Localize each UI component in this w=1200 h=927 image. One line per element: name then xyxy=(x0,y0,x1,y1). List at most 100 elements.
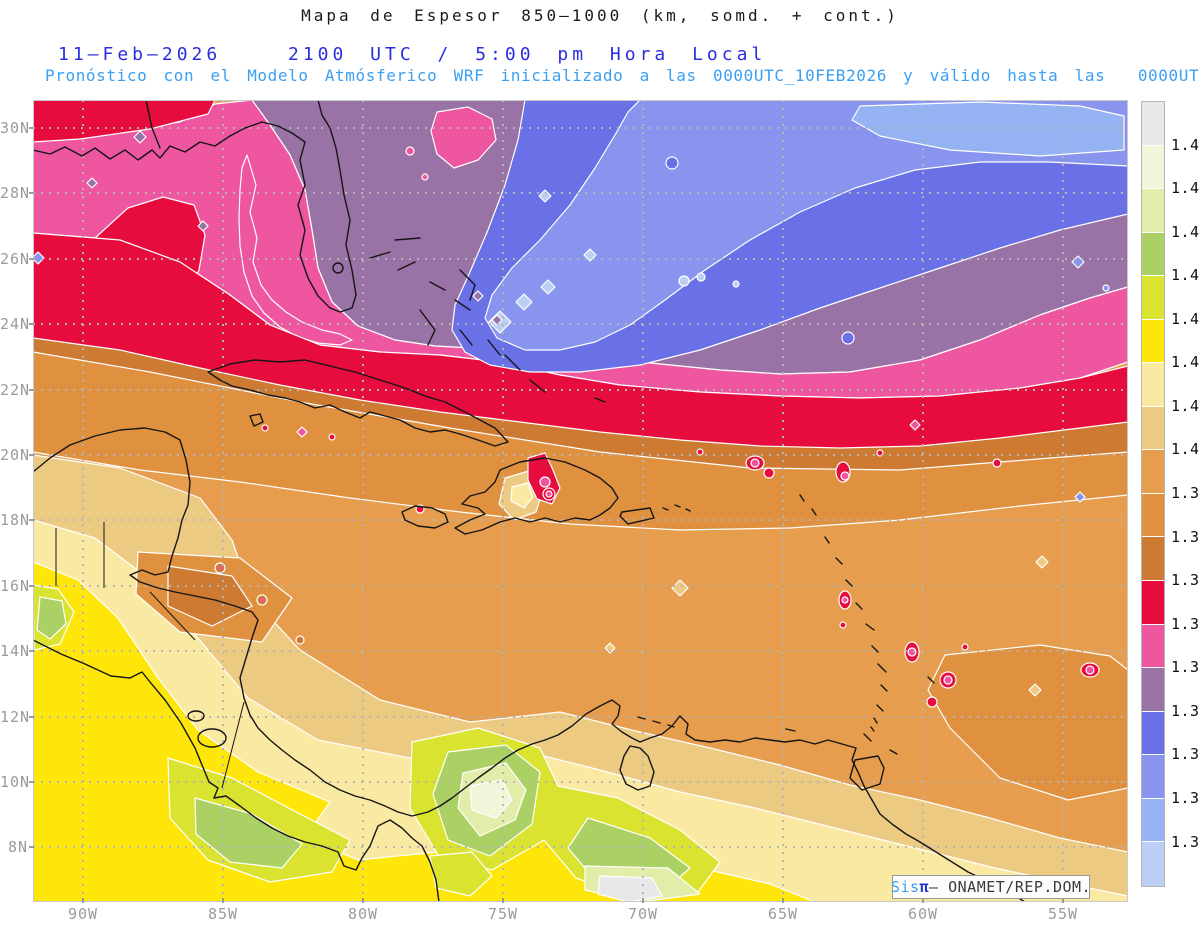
colorbar-label: 1.446 xyxy=(1171,135,1200,154)
bahamas xyxy=(369,237,606,403)
pink-core xyxy=(943,675,953,685)
orange-ring-dot xyxy=(295,635,305,645)
pink-florida-west-sliver xyxy=(238,154,353,346)
lat-tick-mark xyxy=(29,584,34,587)
lon-tick-label: 55W xyxy=(1047,905,1079,923)
lat-tick-label: 20N xyxy=(0,446,31,464)
colorbar-swatch xyxy=(1142,232,1164,277)
colorbar-label: 1.392 xyxy=(1171,527,1200,546)
country-borders xyxy=(55,522,245,789)
pink-core xyxy=(539,476,551,488)
lon-tick-mark xyxy=(922,898,924,903)
lavender-diamond xyxy=(197,220,209,232)
red-dot xyxy=(696,448,704,456)
colorbar-swatch xyxy=(1142,276,1164,320)
lat-tick-label: 8N xyxy=(7,838,28,857)
lon-tick-mark xyxy=(642,898,644,903)
colorbar-swatch xyxy=(1142,537,1164,582)
forecast-model-label: Pronóstico con el Modelo Atmósferico WRF… xyxy=(45,66,1200,85)
lat-tick-mark xyxy=(29,257,34,260)
light-blue-dot xyxy=(1102,284,1110,292)
colorbar-label: 1.368 xyxy=(1171,701,1200,720)
lat-tick-mark xyxy=(29,846,34,849)
lat-tick-label: 18N xyxy=(0,511,31,530)
lon-tick-label: 75W xyxy=(487,905,519,923)
red-blob xyxy=(926,696,938,708)
lat-tick-label: 28N xyxy=(0,184,31,203)
lake-nicaragua xyxy=(197,728,227,748)
page-title: Mapa de Espesor 850–1000 (km, somd. + co… xyxy=(301,6,899,25)
red-main-band xyxy=(33,232,1128,449)
colorbar-swatch xyxy=(1142,624,1164,669)
mississippi-river xyxy=(145,100,161,149)
lon-tick-mark xyxy=(502,898,504,903)
lesser-antilles xyxy=(799,494,935,742)
pink-dot xyxy=(421,173,429,181)
tan-diamond xyxy=(604,642,616,654)
palest-green-core xyxy=(469,779,513,819)
red-blob xyxy=(763,467,775,479)
map-border xyxy=(33,100,1128,902)
pink-blob-top xyxy=(430,106,497,169)
colorbar-swatch xyxy=(1142,406,1164,451)
tan-diamond xyxy=(1035,555,1049,569)
margarita-island xyxy=(785,728,796,732)
colorbar-swatch xyxy=(1142,102,1164,146)
date-label: 11–Feb–2026 xyxy=(58,44,222,65)
lat-tick-mark xyxy=(29,519,34,522)
lon-tick-mark xyxy=(1062,898,1064,903)
colorbar-swatch xyxy=(1142,711,1164,756)
red-top-strip xyxy=(33,100,216,143)
light-blue-band-and-tongue xyxy=(484,100,1128,351)
colorbar-swatch xyxy=(1142,363,1164,407)
green-costarica xyxy=(194,797,303,869)
lon-tick-label: 70W xyxy=(627,905,659,923)
lon-tick-mark xyxy=(782,898,784,903)
colorbar-label: 1.398 xyxy=(1171,484,1200,503)
pale-blue-dot xyxy=(678,275,690,287)
lat-tick-label: 26N xyxy=(0,249,31,268)
lon-tick-mark xyxy=(222,898,224,903)
lat-tick-label: 24N xyxy=(0,315,31,334)
lake-maracaibo xyxy=(619,745,655,791)
light-blue-diamond xyxy=(33,251,45,265)
pink-core xyxy=(1085,665,1095,675)
pale-blue-core xyxy=(540,279,556,295)
lat-tick-label: 10N xyxy=(0,773,31,791)
pink-core xyxy=(545,490,553,498)
attribution-text: – ONAMET/REP.DOM. xyxy=(929,878,1092,896)
red-dot xyxy=(261,424,269,432)
red-dot xyxy=(328,433,336,441)
lat-tick-mark xyxy=(29,781,34,783)
pink-core xyxy=(260,598,264,602)
lake-okeechobee xyxy=(332,262,344,274)
colorbar-swatch xyxy=(1142,189,1164,233)
colorbar-swatch xyxy=(1142,842,1164,886)
colorbar-label: 1.428 xyxy=(1171,266,1200,285)
lon-tick-label: 80W xyxy=(347,905,379,923)
colorbar-label: 1.422 xyxy=(1171,309,1200,328)
brand-prefix: Sis xyxy=(890,878,920,896)
colorbar-label: 1.362 xyxy=(1171,745,1200,764)
lavender-diamond xyxy=(86,177,98,189)
pacific-coast xyxy=(33,639,440,902)
colorbar-swatch xyxy=(1142,798,1164,843)
lat-tick-label: 22N xyxy=(0,380,31,399)
colorbar-swatch xyxy=(1142,668,1164,712)
colorbar-swatch xyxy=(1142,450,1164,494)
lat-tick-label: 16N xyxy=(0,576,31,595)
isle-of-youth xyxy=(249,413,264,427)
pink-core xyxy=(218,566,222,570)
pink-core xyxy=(840,471,850,481)
lon-tick-mark xyxy=(82,898,84,903)
lon-tick-label: 90W xyxy=(67,905,99,923)
colorbar-label: 1.404 xyxy=(1171,440,1200,459)
lon-tick-label: 85W xyxy=(207,905,239,923)
colorbar-swatch xyxy=(1142,319,1164,364)
hispaniola-coast xyxy=(454,457,619,535)
colorbar-label: 1.374 xyxy=(1171,658,1200,677)
colorbar-label: 1.38 xyxy=(1171,614,1200,633)
map-canvas xyxy=(33,100,1128,902)
colorbar-swatch xyxy=(1142,493,1164,538)
